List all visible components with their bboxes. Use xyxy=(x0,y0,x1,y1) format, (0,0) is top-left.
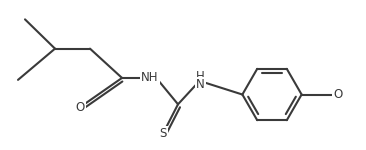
Text: O: O xyxy=(333,88,343,101)
Text: NH: NH xyxy=(141,71,159,84)
Text: N: N xyxy=(196,78,205,91)
Text: O: O xyxy=(75,101,85,114)
Text: S: S xyxy=(159,127,167,140)
Text: H: H xyxy=(196,70,205,83)
